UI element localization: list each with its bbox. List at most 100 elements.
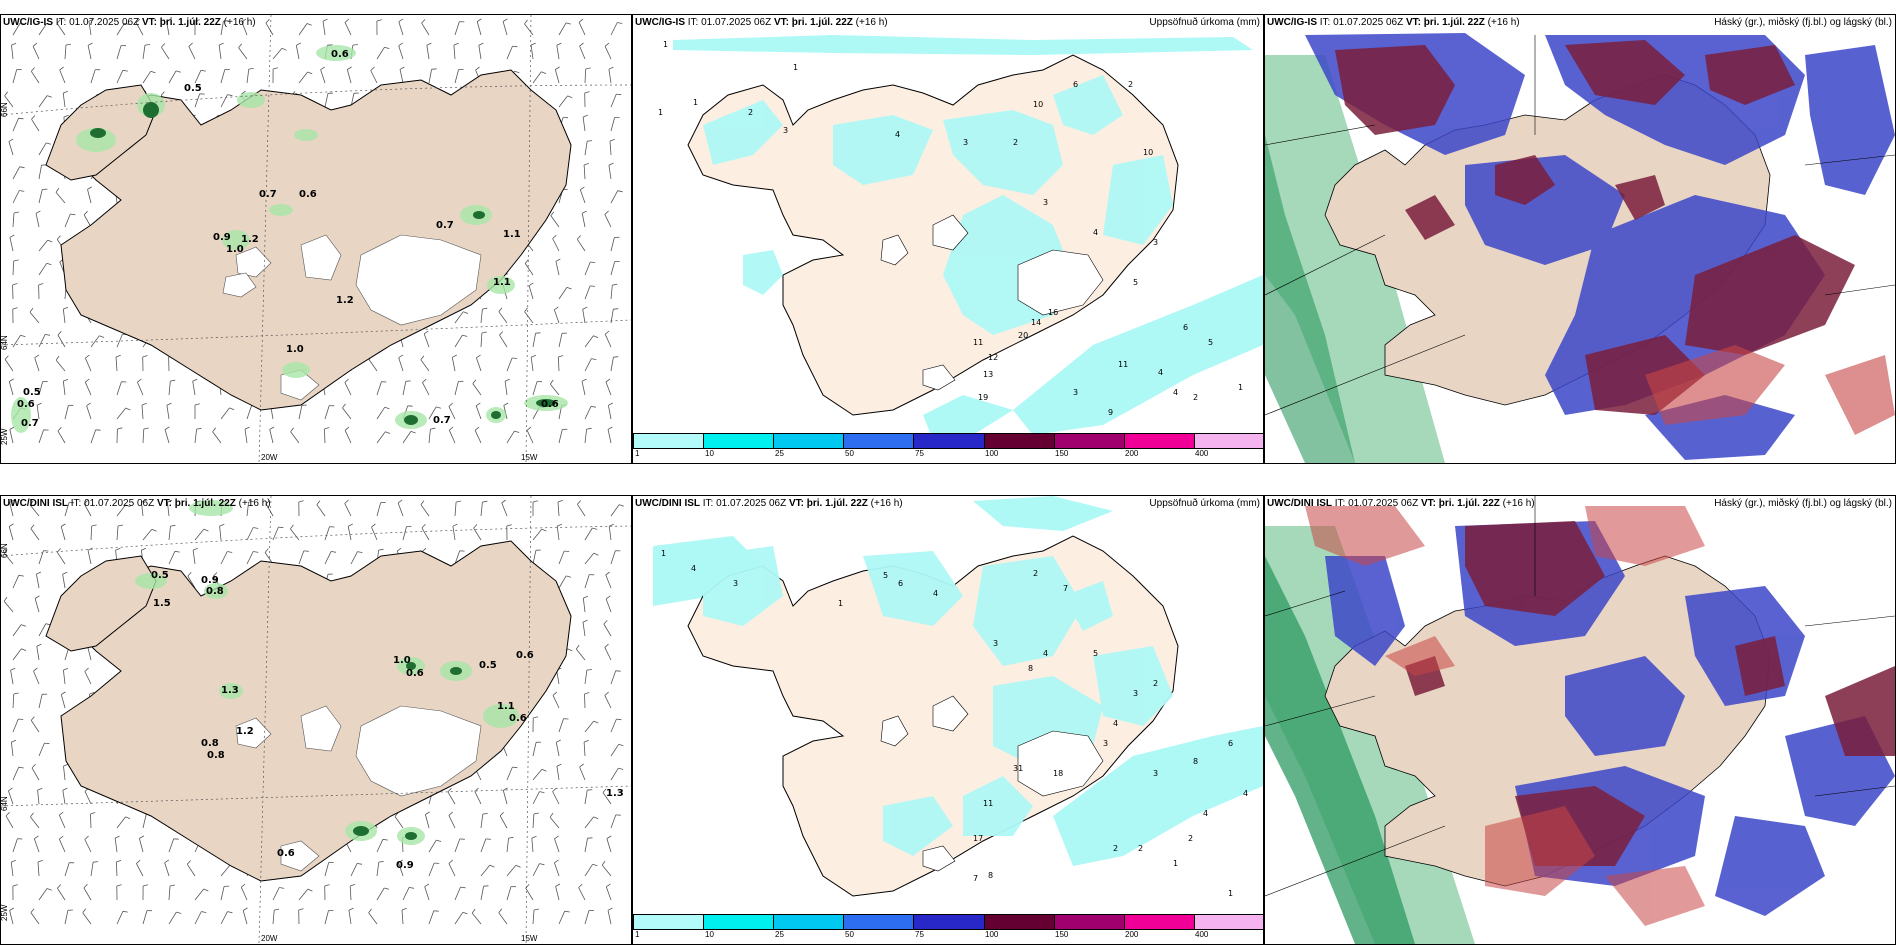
colorbar-label: 25 xyxy=(775,449,784,458)
wind-barb-feather xyxy=(576,235,581,240)
wind-barb xyxy=(194,93,201,108)
wind-barb-feather xyxy=(552,234,557,239)
wind-barb xyxy=(610,814,617,829)
wind-barb-feather xyxy=(593,816,599,820)
wind-barb xyxy=(344,382,352,396)
wind-barb-feather xyxy=(265,19,270,24)
value-label: 2 xyxy=(1113,844,1118,853)
wind-barb xyxy=(12,693,15,709)
wind-barb-feather xyxy=(9,426,15,430)
wind-barb xyxy=(38,142,47,156)
wind-barb-feather xyxy=(87,547,93,551)
wind-barb xyxy=(350,863,358,877)
wind-barb xyxy=(63,670,66,685)
wind-barb-feather xyxy=(192,378,198,382)
colorbar-label: 150 xyxy=(1055,930,1069,939)
wind-barb-feather xyxy=(37,787,43,791)
value-label: 11 xyxy=(973,338,983,347)
wind-barb xyxy=(532,768,543,781)
wind-barb-feather xyxy=(3,548,8,554)
wind-barb-feather xyxy=(93,861,99,863)
valid-time: þri. 1.júl. 22Z xyxy=(1438,498,1500,509)
wind-barb-feather xyxy=(4,355,9,360)
value-label: 4 xyxy=(933,589,938,598)
wind-barb xyxy=(242,910,248,925)
wind-barb-feather xyxy=(46,888,52,891)
value-label: 0.7 xyxy=(21,418,39,429)
wind-barb-feather xyxy=(186,860,191,865)
wind-barb-feather xyxy=(324,884,330,887)
wind-barb-feather xyxy=(607,426,613,430)
wind-barb-feather xyxy=(398,354,404,359)
colorbar-label: 200 xyxy=(1125,930,1139,939)
wind-barb xyxy=(502,21,508,36)
wind-barb xyxy=(57,430,66,444)
wind-barb xyxy=(526,430,534,444)
wind-barb-feather xyxy=(434,862,440,864)
wind-barb xyxy=(342,407,352,420)
value-label: 4 xyxy=(1043,649,1048,658)
init-time: IT: 01.07.2025 06Z xyxy=(1319,17,1404,28)
lead-time: (+16 h) xyxy=(870,498,903,509)
wind-map: 0.5 0.9 0.8 1.5 1.3 0.8 1.2 0.8 1.0 0.6 … xyxy=(1,496,631,944)
wind-barb xyxy=(12,575,20,589)
wind-barb-feather xyxy=(63,114,69,118)
wind-barb-feather xyxy=(8,138,14,142)
wind-barb-feather xyxy=(56,235,61,240)
value-label: 4 xyxy=(1093,228,1098,237)
wind-barb-feather xyxy=(590,261,596,263)
wind-barb-feather xyxy=(397,499,403,504)
wind-barb xyxy=(142,45,146,60)
wind-barb xyxy=(36,574,40,589)
wind-barb-feather xyxy=(331,551,337,553)
wind-barb xyxy=(12,166,21,180)
wind-barb-feather xyxy=(170,379,176,382)
wind-barb xyxy=(610,93,617,108)
wind-barb xyxy=(64,44,67,60)
wind-barb-feather xyxy=(603,620,608,625)
wind-barb-feather xyxy=(238,43,243,49)
wind-barb-feather xyxy=(125,504,131,508)
wind-barb-feather xyxy=(396,547,402,552)
wind-barb xyxy=(584,838,588,853)
wind-barb xyxy=(83,503,92,517)
wind-barb-feather xyxy=(564,550,570,552)
wind-barb xyxy=(610,261,616,276)
wind-barb-feather xyxy=(431,68,437,70)
wind-barb-feather xyxy=(489,864,495,868)
valid-time: þri. 1.júl. 22Z xyxy=(159,17,221,28)
wind-barb-feather xyxy=(565,575,572,578)
wind-barb xyxy=(376,839,384,853)
wind-barb-feather xyxy=(586,669,592,671)
wind-barb-feather xyxy=(136,859,141,864)
wind-barb xyxy=(62,309,66,324)
wind-barb xyxy=(558,287,568,300)
wind-barb xyxy=(38,23,48,36)
wind-barb xyxy=(428,429,431,444)
wind-barb-feather xyxy=(85,354,90,359)
wind-barb xyxy=(136,863,144,877)
wind-barb xyxy=(397,502,404,517)
wind-barb xyxy=(142,528,153,541)
wind-barb xyxy=(298,550,305,565)
wind-barb xyxy=(480,814,484,829)
wind-barb-feather xyxy=(604,330,610,335)
value-label: 3 xyxy=(1073,388,1078,397)
wind-barb xyxy=(324,526,330,541)
wind-barb xyxy=(608,405,612,420)
hofsjokull xyxy=(235,717,272,749)
value-label: 7 xyxy=(1063,584,1068,593)
wind-barb xyxy=(9,237,14,252)
wind-barb xyxy=(499,815,508,829)
wind-barb-feather xyxy=(344,426,350,431)
wind-barb-feather xyxy=(471,908,476,914)
value-label: 8 xyxy=(1028,664,1033,673)
value-label: 2 xyxy=(1153,679,1158,688)
value-label: 5 xyxy=(1133,278,1138,287)
wind-barb-feather xyxy=(593,335,599,339)
value-label: 20 xyxy=(1018,331,1028,340)
wind-barb-feather xyxy=(56,19,61,24)
wind-barb xyxy=(322,21,326,36)
wind-barb-feather xyxy=(5,812,10,817)
wind-barb-feather xyxy=(3,596,8,602)
